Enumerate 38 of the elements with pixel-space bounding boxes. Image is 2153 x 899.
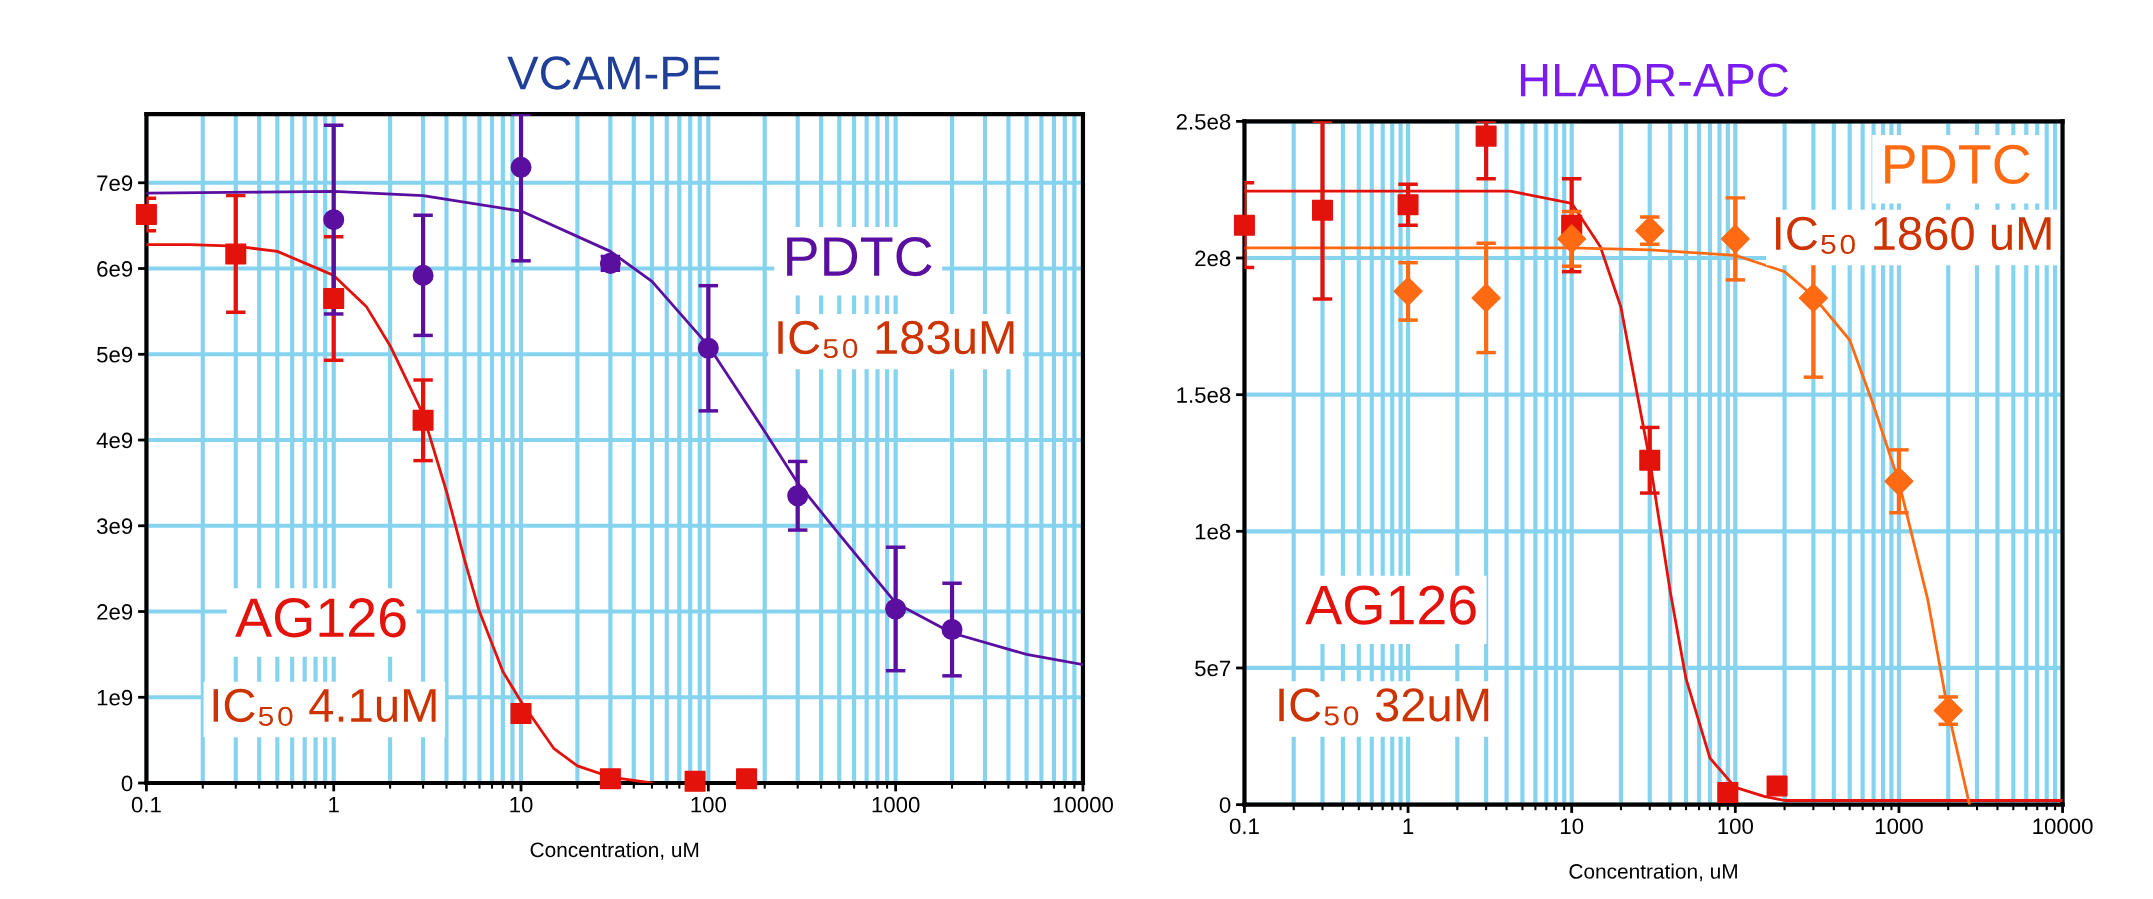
x-tick-label: 1000 (1875, 818, 1923, 835)
y-tick-label: 1e8 (1195, 523, 1231, 540)
annotation: IC₅₀ 183uM (778, 320, 1014, 359)
x-tick-label: 10000 (2033, 818, 2093, 835)
chart-title: HLADR-APC (1520, 63, 1789, 97)
x-tick-label: 1 (329, 797, 339, 813)
y-tick-label: 5e7 (1195, 660, 1231, 677)
text: PDTC (1885, 144, 2030, 185)
annotation: IC₅₀ 4.1uM (213, 688, 436, 726)
text: AG126 (1305, 585, 1476, 625)
annotation: IC₅₀ 32uM (1279, 688, 1489, 726)
y-tick-label: 0 (1219, 797, 1231, 813)
y-tick-label: 4e9 (96, 432, 133, 449)
annotation: IC₅₀ 1860 uM (1776, 216, 2051, 255)
y-tick-label: 6e9 (97, 261, 133, 277)
x-tick-label: 1 (1403, 818, 1414, 834)
x-tick-label: 10 (1561, 818, 1584, 835)
y-tick-label: 1e9 (97, 689, 133, 706)
y-tick-label: 2.5e8 (1176, 113, 1231, 130)
x-tick-label: 100 (1718, 818, 1753, 835)
x-tick-label: 10 (510, 796, 533, 813)
y-tick-label: 2e8 (1195, 250, 1231, 267)
y-tick-label: 7e9 (97, 175, 133, 192)
y-tick-label: 5e9 (97, 346, 133, 363)
x-axis-title: Concentration, uM (530, 841, 699, 860)
text: AG126 (235, 598, 406, 638)
x-axis-title: Concentration, uM (1569, 863, 1737, 882)
y-tick-label: 2e9 (97, 604, 133, 620)
x-tick-label: 100 (691, 796, 727, 813)
y-tick-label: 1.5e8 (1177, 387, 1231, 403)
x-tick-label: 0.1 (1229, 818, 1259, 835)
y-tick-label: 0 (121, 775, 133, 792)
chart-title: VCAM-PE (507, 56, 721, 90)
series-label: PDTC (787, 236, 932, 277)
x-tick-label: 0.1 (131, 796, 161, 813)
y-tick-label: 3e9 (96, 518, 133, 535)
x-tick-label: 1000 (872, 796, 920, 813)
x-tick-label: 10000 (1053, 796, 1113, 813)
